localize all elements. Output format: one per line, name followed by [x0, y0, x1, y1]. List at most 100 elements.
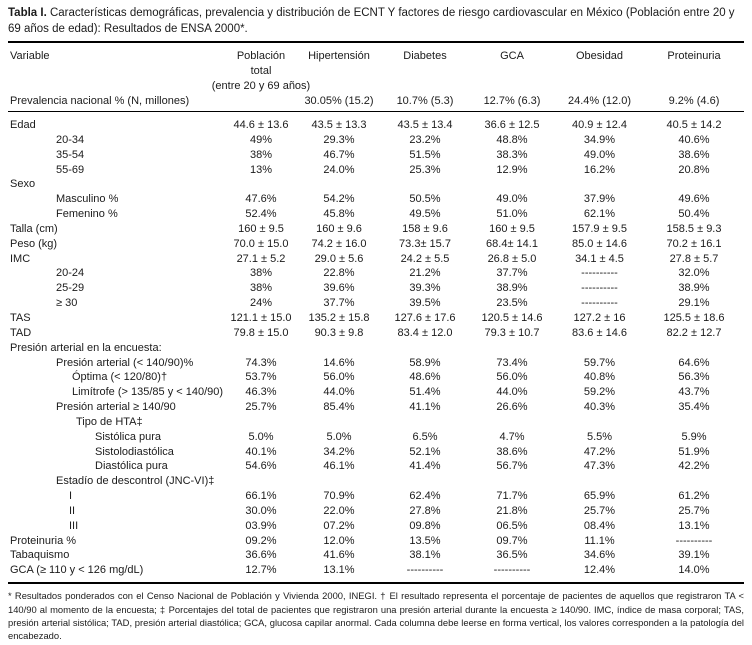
- data-cell: 48.6%: [409, 371, 441, 384]
- table-row: ≥ 30 24% 37.7% 39.5% 23.5% ---------- 29…: [8, 296, 744, 311]
- data-cell: 25.3%: [409, 163, 441, 176]
- data-cell: 48.8%: [496, 133, 528, 146]
- data-cell: 5.0%: [326, 430, 352, 443]
- data-cell: 47.3%: [583, 460, 616, 473]
- data-cell: 38.9%: [678, 282, 710, 295]
- data-cell: 49%: [249, 133, 273, 146]
- data-cell: [381, 415, 469, 430]
- data-cell: 53.7%: [245, 371, 277, 384]
- row-label: Proteinuria %: [10, 534, 77, 547]
- data-cell: 09.8%: [409, 519, 441, 532]
- data-cell: [644, 341, 744, 356]
- data-cell: 13%: [249, 163, 273, 176]
- data-cell: 62.4%: [409, 490, 441, 503]
- data-cell: [555, 341, 644, 356]
- row-label: IMC: [10, 252, 31, 265]
- data-cell: 37.7%: [496, 267, 528, 280]
- data-cell: 83.6 ± 14.6: [572, 326, 627, 339]
- table-row: Femenino % 52.4% 45.8% 49.5% 51.0% 62.1%…: [8, 207, 744, 222]
- data-cell: 74.2 ± 16.0: [311, 237, 367, 250]
- data-cell: 51.0%: [496, 208, 528, 221]
- data-cell: [381, 474, 469, 489]
- data-cell: 49.0%: [496, 193, 528, 206]
- data-cell: 34.2%: [323, 445, 355, 458]
- data-cell: ----------: [406, 564, 444, 577]
- data-cell: 56.0%: [323, 371, 355, 384]
- table-row: Sistolodiastólica 40.1% 34.2% 52.1% 38.6…: [8, 445, 744, 460]
- row-label: 25-29: [56, 282, 85, 295]
- data-cell: [555, 177, 644, 192]
- data-cell: 40.3%: [583, 401, 616, 414]
- data-cell: 38.6%: [678, 148, 710, 161]
- data-cell: 23.5%: [496, 297, 528, 310]
- data-cell: 41.1%: [409, 401, 441, 414]
- data-cell: 54.6%: [245, 460, 277, 473]
- data-cell: ----------: [581, 297, 618, 310]
- data-cell: 36.5%: [496, 549, 528, 562]
- data-cell: 27.8 ± 5.7: [669, 252, 719, 265]
- table-body: Edad 44.6 ± 13.6 43.5 ± 13.3 43.5 ± 13.4…: [8, 112, 744, 579]
- table-title: Tabla I. Características demográficas, p…: [8, 5, 744, 37]
- table-row: Talla (cm) 160 ± 9.5 160 ± 9.6 158 ± 9.6…: [8, 222, 744, 237]
- data-cell: [297, 177, 381, 192]
- row-label: Peso (kg): [10, 237, 58, 250]
- col-header-obesidad: Obesidad: [575, 50, 624, 62]
- data-cell: 158.5 ± 9.3: [666, 222, 722, 235]
- row-label: Presión arterial en la encuesta:: [10, 341, 162, 354]
- table-row: TAD 79.8 ± 15.0 90.3 ± 9.8 83.4 ± 12.0 7…: [8, 326, 744, 341]
- row-label: Edad: [10, 119, 36, 131]
- row-label: TAS: [10, 311, 31, 324]
- data-cell: 41.6%: [323, 549, 355, 562]
- data-cell: 11.1%: [584, 534, 615, 547]
- data-cell: [469, 341, 555, 356]
- footnote: * Resultados ponderados con el Censo Nac…: [8, 590, 744, 642]
- data-cell: 09.7%: [496, 534, 528, 547]
- data-cell: 5.0%: [248, 430, 274, 443]
- table-row: III 03.9% 07.2% 09.8% 06.5% 08.4% 13.1%: [8, 519, 744, 534]
- data-cell: 52.4%: [245, 208, 277, 221]
- data-cell: 51.4%: [409, 386, 441, 399]
- data-cell: 29.0 ± 5.6: [314, 252, 364, 265]
- data-cell: 5.5%: [586, 430, 613, 443]
- data-cell: 12.7% (6.3): [469, 94, 555, 112]
- data-cell: 58.9%: [409, 356, 441, 369]
- data-cell: 4.7%: [499, 430, 525, 443]
- row-label: 20-24: [56, 267, 85, 280]
- bottom-divider: [8, 582, 744, 585]
- data-cell: 70.9%: [323, 490, 355, 503]
- data-cell: 25.7%: [583, 504, 616, 517]
- data-cell: 62.1%: [583, 208, 616, 221]
- table-row: GCA (≥ 110 y < 126 mg/dL) 12.7% 13.1% --…: [8, 563, 744, 578]
- data-cell: [225, 94, 297, 112]
- data-cell: 37.7%: [323, 297, 355, 310]
- data-cell: 40.5 ± 14.2: [666, 119, 722, 131]
- data-cell: 14.0%: [678, 564, 710, 577]
- data-cell: 65.9%: [583, 490, 616, 503]
- data-cell: [297, 415, 381, 430]
- row-label: Talla (cm): [10, 222, 58, 235]
- row-label: I: [69, 490, 73, 503]
- row-label: Sexo: [10, 178, 36, 191]
- data-cell: 64.6%: [678, 356, 710, 369]
- row-label: Masculino %: [56, 193, 119, 206]
- data-cell: 61.2%: [678, 490, 710, 503]
- data-cell: 38.1%: [409, 549, 441, 562]
- table-row: 20-24 38% 22.8% 21.2% 37.7% ---------- 3…: [8, 266, 744, 281]
- row-label: Presión arterial (< 140/90)%: [56, 356, 194, 369]
- data-cell: 52.1%: [409, 445, 441, 458]
- data-cell: 25.7%: [678, 504, 710, 517]
- data-cell: 27.1 ± 5.2: [236, 252, 286, 265]
- data-cell: ----------: [581, 282, 618, 295]
- row-label: Sistólica pura: [95, 430, 162, 443]
- data-cell: 12.7%: [245, 564, 277, 577]
- data-cell: 44.0%: [323, 386, 355, 399]
- data-cell: 24.2 ± 5.5: [400, 252, 450, 265]
- ensa-2000-table: Variable Población total (entre 20 y 69 …: [8, 43, 744, 578]
- data-cell: 24.4% (12.0): [555, 94, 644, 112]
- data-cell: 27.8%: [409, 504, 441, 517]
- data-cell: 74.3%: [245, 356, 277, 369]
- table-row: Tabaquismo 36.6% 41.6% 38.1% 36.5% 34.6%…: [8, 548, 744, 563]
- data-cell: 46.1%: [323, 460, 355, 473]
- header-row: Variable Población total (entre 20 y 69 …: [8, 43, 744, 94]
